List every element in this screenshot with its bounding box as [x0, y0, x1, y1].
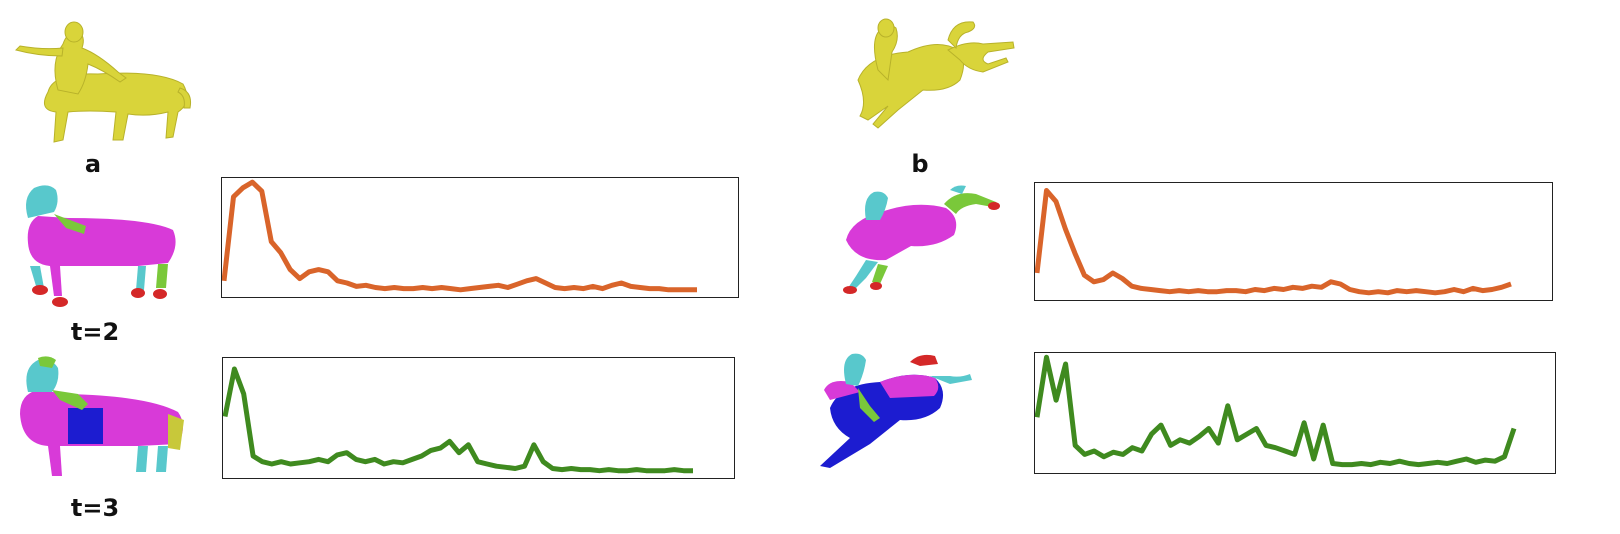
plot-b-t3: [1034, 352, 1556, 474]
mesh-a-yellow: [8, 12, 193, 147]
series-line-a-t2: [222, 179, 697, 293]
plot-b-t2: [1034, 182, 1553, 301]
mesh-a-t3-segmented: [8, 354, 193, 489]
plot-b-t2-svg: [1035, 188, 1512, 296]
series-line-a-t3: [223, 366, 693, 474]
series-line-b-t2: [1035, 188, 1512, 296]
mesh-b-t3-segmented: [810, 348, 990, 478]
mesh-b-yellow: [828, 10, 1023, 140]
series-line-b-t3: [1035, 354, 1517, 468]
label-a: a: [84, 150, 102, 178]
mesh-a-t2-segmented: [8, 178, 193, 313]
plot-a-t2: [221, 177, 739, 298]
plot-a-t3-svg: [223, 366, 693, 474]
mesh-b-t2-segmented: [826, 180, 1006, 300]
plot-b-t3-svg: [1035, 354, 1517, 468]
label-t3: t=3: [70, 494, 120, 522]
label-t2: t=2: [70, 318, 120, 346]
plot-a-t3: [222, 357, 735, 479]
plot-a-t2-svg: [222, 179, 697, 293]
label-b: b: [911, 150, 929, 178]
